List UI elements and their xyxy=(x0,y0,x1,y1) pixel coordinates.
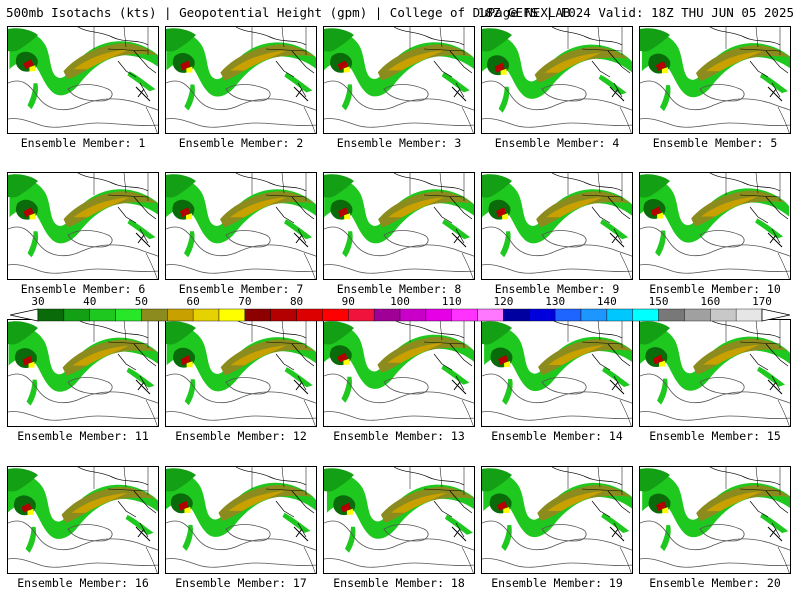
colorbar-swatch xyxy=(244,308,271,322)
ensemble-member-map xyxy=(481,466,633,574)
colorbar-swatch xyxy=(296,308,323,322)
isotach-colorbar: 30 40 50 60 70 80 90 100 110 120 130 140 150 160 170 xyxy=(10,295,790,325)
ensemble-member-map xyxy=(165,319,317,427)
colorbar-scale xyxy=(10,308,790,322)
ensemble-member-map xyxy=(481,319,633,427)
colorbar-tick-label: 140 xyxy=(596,295,617,308)
colorbar-arrow-high xyxy=(761,308,790,322)
colorbar-tick-label: 60 xyxy=(186,295,200,308)
colorbar-tick-label: 30 xyxy=(31,295,45,308)
ensemble-member-label: Ensemble Member: 9 xyxy=(494,282,620,296)
ensemble-member-map xyxy=(639,466,791,574)
colorbar-tick-label: 90 xyxy=(341,295,355,308)
colorbar-swatch xyxy=(218,308,246,322)
colorbar-swatch xyxy=(554,308,582,322)
colorbar-swatch xyxy=(529,308,556,322)
ensemble-member-label: Ensemble Member: 6 xyxy=(20,282,146,296)
product-title: 500mb Isotachs (kts) | Geopotential Heig… xyxy=(6,5,571,20)
ensemble-member-map xyxy=(7,172,159,280)
colorbar-tick-label: 160 xyxy=(700,295,721,308)
ensemble-member-map xyxy=(323,319,475,427)
ensemble-member-label: Ensemble Member: 13 xyxy=(333,429,465,443)
colorbar-swatch xyxy=(348,308,375,322)
colorbar-swatch xyxy=(192,308,220,322)
colorbar-swatch xyxy=(167,308,194,322)
colorbar-tick-label: 170 xyxy=(752,295,772,308)
ensemble-member-label: Ensemble Member: 19 xyxy=(491,576,623,590)
ensemble-member-map xyxy=(639,172,791,280)
ensemble-member-label: Ensemble Member: 16 xyxy=(17,576,149,590)
page-header: 500mb Isotachs (kts) | Geopotential Heig… xyxy=(6,2,794,24)
ensemble-member-label: Ensemble Member: 7 xyxy=(178,282,304,296)
colorbar-swatch xyxy=(141,308,168,322)
ensemble-member-label: Ensemble Member: 1 xyxy=(20,136,146,150)
ensemble-member-label: Ensemble Member: 2 xyxy=(178,136,304,150)
ensemble-member-map xyxy=(323,466,475,574)
ensemble-member-map xyxy=(7,319,159,427)
colorbar-swatch xyxy=(451,308,478,322)
ensemble-member-label: Ensemble Member: 10 xyxy=(649,282,781,296)
colorbar-swatch xyxy=(399,308,427,322)
ensemble-member-map xyxy=(481,26,633,134)
colorbar-swatch xyxy=(710,308,737,322)
colorbar-tick-label: 150 xyxy=(648,295,669,308)
ensemble-member-map xyxy=(639,319,791,427)
colorbar-swatch xyxy=(735,308,763,322)
colorbar-swatch xyxy=(322,308,349,322)
ensemble-member-map xyxy=(165,26,317,134)
colorbar-tick-label: 70 xyxy=(238,295,252,308)
colorbar-swatch xyxy=(632,308,659,322)
colorbar-swatch xyxy=(477,308,504,322)
colorbar-tick-label: 110 xyxy=(441,295,462,308)
ensemble-member-label: Ensemble Member: 3 xyxy=(336,136,462,150)
valid-time: 18Z GEFS | F024 Valid: 18Z THU JUN 05 20… xyxy=(477,5,794,20)
colorbar-tick-label: 100 xyxy=(390,295,410,308)
ensemble-member-map xyxy=(7,26,159,134)
colorbar-swatch xyxy=(63,308,91,322)
colorbar-swatch xyxy=(606,308,634,322)
ensemble-member-map xyxy=(481,172,633,280)
colorbar-tick-label: 40 xyxy=(83,295,97,308)
ensemble-member-map xyxy=(323,172,475,280)
colorbar-swatch xyxy=(89,308,116,322)
ensemble-member-label: Ensemble Member: 15 xyxy=(649,429,781,443)
ensemble-member-label: Ensemble Member: 18 xyxy=(333,576,465,590)
colorbar-tick-label: 80 xyxy=(289,295,304,308)
ensemble-member-label: Ensemble Member: 4 xyxy=(494,136,620,150)
colorbar-swatch xyxy=(115,308,142,322)
colorbar-tick-label: 130 xyxy=(545,295,566,308)
ensemble-member-label: Ensemble Member: 17 xyxy=(175,576,307,590)
colorbar-tick-label: 50 xyxy=(134,295,149,308)
ensemble-member-label: Ensemble Member: 5 xyxy=(652,136,778,150)
colorbar-swatch xyxy=(580,308,608,322)
ensemble-member-map xyxy=(639,26,791,134)
ensemble-member-label: Ensemble Member: 12 xyxy=(175,429,307,443)
colorbar-swatch xyxy=(425,308,452,322)
colorbar-tick-label: 120 xyxy=(493,295,514,308)
ensemble-member-label: Ensemble Member: 20 xyxy=(649,576,781,590)
ensemble-member-label: Ensemble Member: 8 xyxy=(336,282,462,296)
colorbar-swatch xyxy=(270,308,297,322)
colorbar-swatch xyxy=(503,308,530,322)
ensemble-member-map xyxy=(165,172,317,280)
ensemble-member-map xyxy=(165,466,317,574)
colorbar-swatch xyxy=(37,308,65,322)
colorbar-swatch xyxy=(684,308,711,322)
ensemble-member-label: Ensemble Member: 11 xyxy=(17,429,149,443)
ensemble-member-label: Ensemble Member: 14 xyxy=(491,429,623,443)
colorbar-swatch xyxy=(373,308,401,322)
ensemble-member-map xyxy=(7,466,159,574)
colorbar-arrow-low xyxy=(10,308,39,322)
ensemble-member-map xyxy=(323,26,475,134)
colorbar-swatch xyxy=(658,308,685,322)
